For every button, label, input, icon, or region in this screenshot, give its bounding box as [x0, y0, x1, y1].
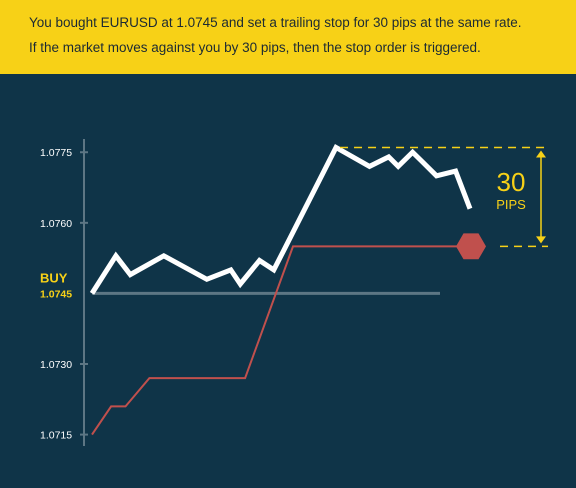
y-tick-label: 1.0715	[40, 430, 72, 442]
stop-trigger-marker	[456, 233, 486, 260]
banner-text-line-1: You bought EURUSD at 1.0745 and set a tr…	[29, 15, 522, 30]
y-tick-label: 1.0730	[40, 359, 72, 371]
y-tick-label: 1.0775	[40, 147, 72, 159]
trailing-stop-line	[91, 245, 460, 436]
y-tick-label: 1.0760	[40, 218, 72, 230]
price-line	[89, 144, 473, 295]
arrow-down-icon	[536, 236, 546, 244]
trailing-stop-chart: 1.0775 1.0760 1.0730 1.0715 BUY 1.0745 30 P…	[40, 139, 548, 446]
buy-price-label: 1.0745	[40, 288, 72, 300]
pips-unit: PIPS	[496, 197, 526, 212]
pips-value: 30	[497, 167, 526, 197]
arrow-up-icon	[536, 150, 546, 158]
info-banner: You bought EURUSD at 1.0745 and set a tr…	[0, 0, 576, 74]
banner-text-line-2: If the market moves against you by 30 pi…	[29, 40, 481, 55]
buy-label: BUY	[40, 270, 68, 285]
